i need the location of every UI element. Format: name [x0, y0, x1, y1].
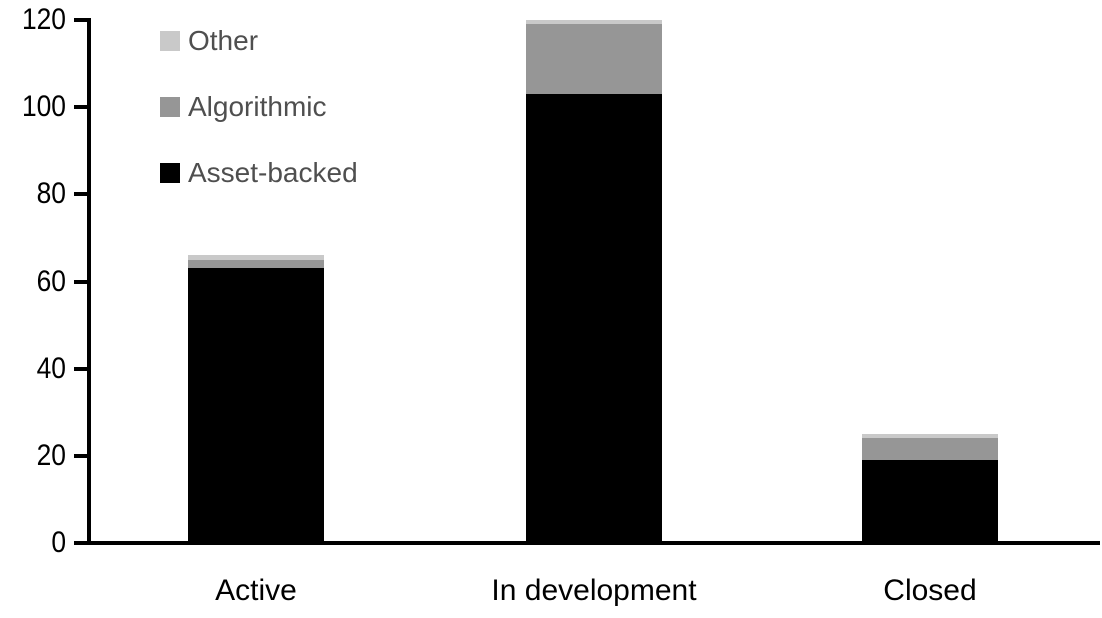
- legend-swatch-asset-backed: [160, 163, 180, 183]
- y-tick-label: 20: [36, 438, 66, 472]
- bar-segment-in-development-algorithmic: [526, 24, 662, 95]
- legend-item-other: Other: [160, 25, 258, 57]
- y-tick-mark: [74, 105, 87, 110]
- bar-segment-active-asset-backed: [188, 268, 324, 543]
- legend-item-algorithmic: Algorithmic: [160, 91, 326, 123]
- x-axis-line: [87, 541, 1100, 545]
- x-axis-category-label: Active: [215, 574, 297, 607]
- y-tick-label: 40: [36, 351, 66, 385]
- legend-label: Algorithmic: [188, 91, 327, 122]
- legend-swatch-other: [160, 31, 180, 51]
- bar-segment-in-development-other: [526, 20, 662, 25]
- y-tick-mark: [74, 541, 87, 545]
- y-tick-label: 80: [36, 177, 66, 211]
- y-tick-mark: [74, 18, 87, 22]
- y-tick-label: 0: [51, 526, 66, 559]
- y-axis-line: [87, 18, 91, 545]
- y-tick-mark: [74, 453, 87, 458]
- y-tick-mark: [74, 279, 87, 284]
- bar-segment-in-development-asset-backed: [526, 94, 662, 543]
- legend-item-asset-backed: Asset-backed: [160, 157, 358, 189]
- x-axis-category-label: In development: [491, 574, 697, 607]
- bar-segment-active-other: [188, 255, 324, 260]
- bar-segment-closed-other: [862, 434, 998, 439]
- y-tick-label: 60: [36, 264, 66, 298]
- y-tick-label: 100: [21, 90, 67, 124]
- legend-swatch-algorithmic: [160, 97, 180, 117]
- legend-label: Other: [188, 25, 259, 56]
- bar-segment-closed-algorithmic: [862, 438, 998, 461]
- y-tick-mark: [74, 366, 87, 371]
- y-tick-label: 120: [21, 3, 67, 36]
- bar-segment-closed-asset-backed: [862, 460, 998, 543]
- x-axis-category-label: Closed: [883, 574, 977, 607]
- y-tick-mark: [74, 192, 87, 197]
- bar-segment-active-algorithmic: [188, 259, 324, 269]
- legend-label: Asset-backed: [188, 157, 358, 188]
